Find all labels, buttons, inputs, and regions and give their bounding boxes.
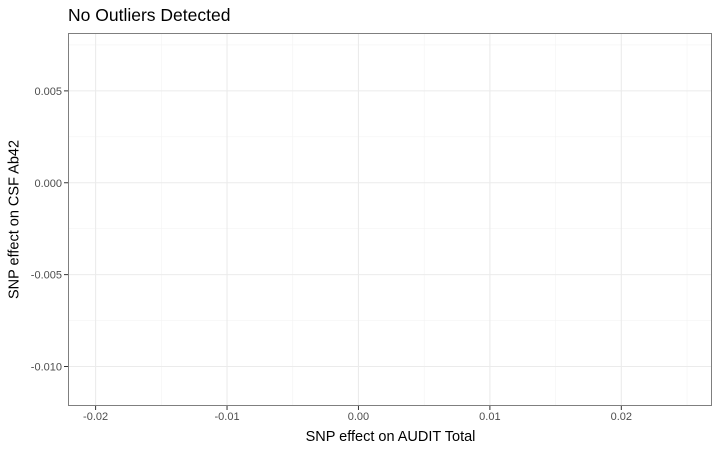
y-tick-label: -0.010 — [31, 361, 62, 373]
x-tick-label: 0.02 — [611, 411, 632, 423]
x-tick-label: 0.00 — [348, 411, 369, 423]
x-tick-label: -0.02 — [83, 411, 108, 423]
y-tick-label: 0.005 — [34, 86, 62, 98]
x-tick-label: 0.01 — [479, 411, 500, 423]
x-tick-label: -0.01 — [214, 411, 239, 423]
chart-title: No Outliers Detected — [68, 5, 230, 25]
y-tick-label: 0.000 — [34, 178, 62, 190]
y-axis-ticks: 0.005 0.000 -0.005 -0.010 — [31, 86, 68, 373]
minor-gridlines — [68, 33, 712, 406]
major-gridlines — [68, 33, 712, 406]
y-tick-label: -0.005 — [31, 270, 62, 282]
plot-panel-border — [68, 33, 712, 406]
x-axis-title: SNP effect on AUDIT Total — [306, 429, 476, 445]
x-axis-ticks: -0.02 -0.01 0.00 0.01 0.02 — [83, 406, 632, 423]
y-axis-title: SNP effect on CSF Ab42 — [7, 140, 23, 299]
